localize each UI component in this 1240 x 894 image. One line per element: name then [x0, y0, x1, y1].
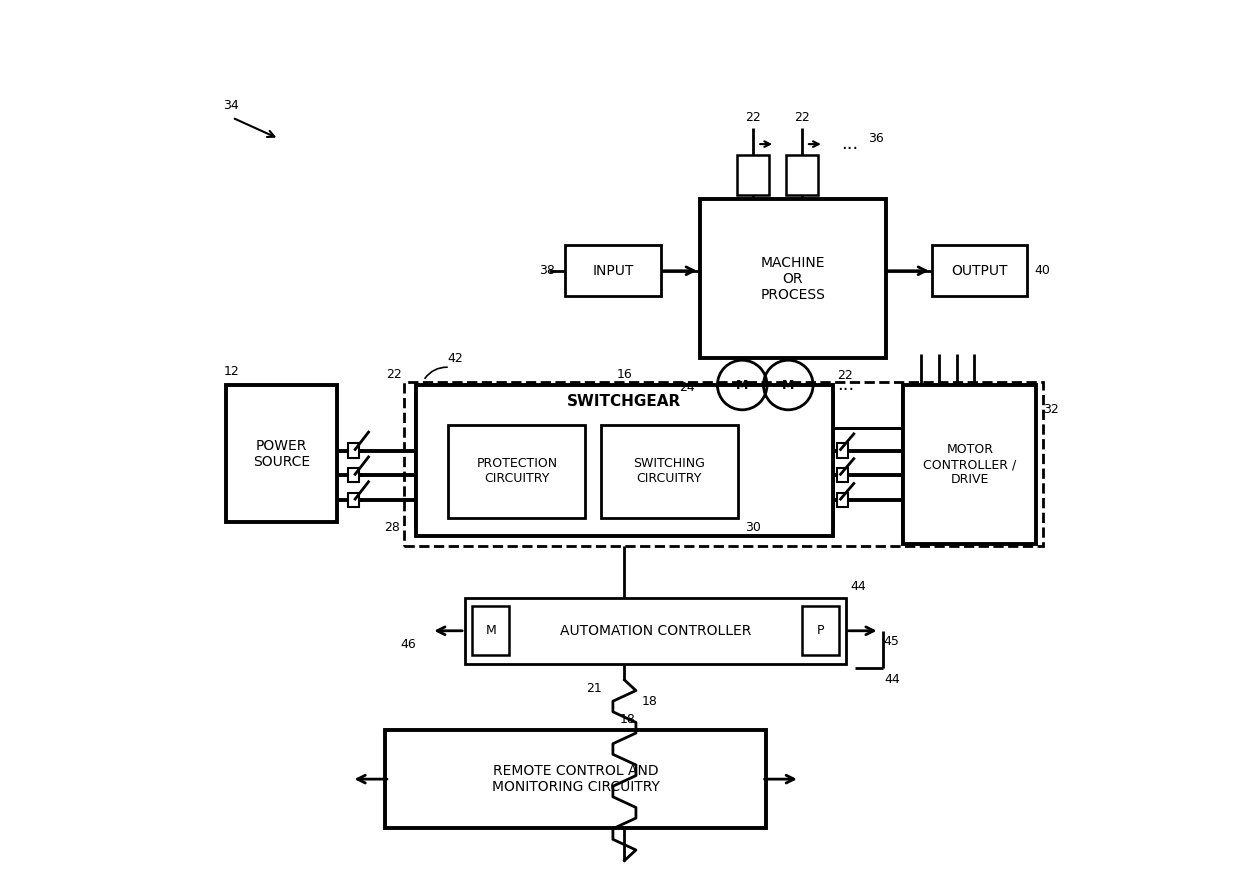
- Bar: [737, 155, 769, 195]
- Text: 28: 28: [384, 521, 401, 534]
- Text: 22: 22: [387, 367, 402, 381]
- Text: 16: 16: [616, 367, 632, 381]
- Text: SWITCHGEAR: SWITCHGEAR: [568, 394, 682, 409]
- Text: M: M: [737, 378, 749, 392]
- Text: 24: 24: [680, 381, 696, 393]
- Text: AUTOMATION CONTROLLER: AUTOMATION CONTROLLER: [559, 624, 751, 637]
- Text: 22: 22: [837, 369, 853, 383]
- Text: 44: 44: [851, 580, 866, 593]
- Text: 30: 30: [745, 521, 761, 534]
- Text: POWER
SOURCE: POWER SOURCE: [253, 439, 310, 468]
- Text: 21: 21: [587, 682, 603, 695]
- Bar: [348, 468, 358, 483]
- Bar: [348, 443, 358, 458]
- Bar: [699, 199, 885, 358]
- Text: 22: 22: [745, 111, 760, 123]
- Bar: [837, 493, 848, 507]
- Bar: [931, 245, 1028, 297]
- Text: 40: 40: [1034, 265, 1050, 277]
- Bar: [348, 493, 358, 507]
- Bar: [448, 425, 585, 518]
- Text: 44: 44: [885, 673, 900, 686]
- Text: ...: ...: [842, 135, 858, 153]
- Text: 18: 18: [620, 713, 636, 726]
- Text: 32: 32: [1043, 402, 1059, 416]
- Bar: [226, 385, 336, 522]
- Text: 36: 36: [868, 132, 884, 146]
- Bar: [837, 443, 848, 458]
- Text: M: M: [485, 624, 496, 637]
- Bar: [472, 606, 510, 655]
- Bar: [837, 468, 848, 483]
- Text: ...: ...: [837, 376, 854, 394]
- Text: 38: 38: [538, 265, 554, 277]
- Bar: [386, 730, 766, 828]
- Bar: [417, 385, 832, 536]
- Bar: [786, 155, 817, 195]
- Text: 34: 34: [223, 99, 239, 113]
- Text: PROTECTION
CIRCUITRY: PROTECTION CIRCUITRY: [476, 458, 558, 485]
- Bar: [600, 425, 738, 518]
- Text: 46: 46: [401, 637, 417, 651]
- Bar: [565, 245, 661, 297]
- Bar: [904, 385, 1037, 544]
- Text: INPUT: INPUT: [593, 264, 634, 278]
- Text: 42: 42: [448, 351, 463, 365]
- Text: M: M: [782, 378, 795, 392]
- Text: MOTOR
CONTROLLER /
DRIVE: MOTOR CONTROLLER / DRIVE: [924, 443, 1017, 486]
- Text: 12: 12: [223, 365, 239, 378]
- Text: P: P: [816, 624, 823, 637]
- Bar: [404, 383, 1043, 546]
- Text: REMOTE CONTROL AND
MONITORING CIRCUITRY: REMOTE CONTROL AND MONITORING CIRCUITRY: [492, 764, 660, 794]
- Bar: [465, 597, 846, 664]
- Text: SWITCHING
CIRCUITRY: SWITCHING CIRCUITRY: [634, 458, 706, 485]
- Text: 18: 18: [642, 696, 658, 708]
- Text: 22: 22: [794, 111, 810, 123]
- Text: 45: 45: [883, 636, 899, 648]
- Text: MACHINE
OR
PROCESS: MACHINE OR PROCESS: [760, 256, 825, 302]
- Bar: [801, 606, 838, 655]
- Text: OUTPUT: OUTPUT: [951, 264, 1008, 278]
